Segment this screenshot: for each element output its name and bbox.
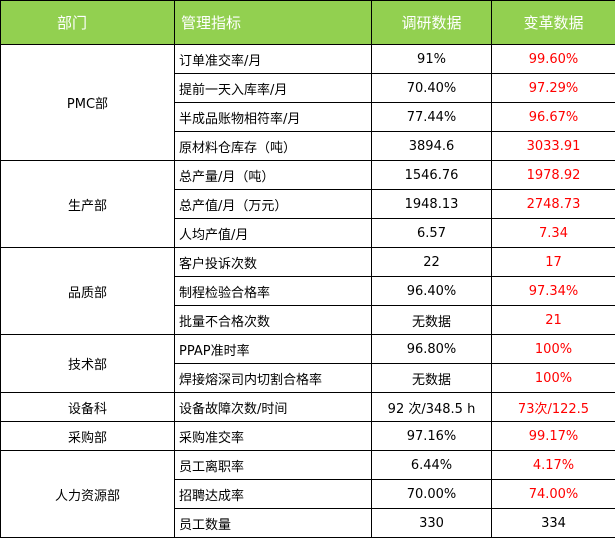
metric-cell: 制程检验合格率 <box>174 276 372 306</box>
table-row: 人力资源部 员工离职率 6.44% 4.17% <box>0 450 615 538</box>
department-cell: 采购部 <box>0 421 175 451</box>
reform-value-cell: 7.34 <box>491 218 615 248</box>
reform-value-cell: 100% <box>491 363 615 393</box>
metric-cell: 员工数量 <box>174 508 372 538</box>
reform-value-cell: 3033.91 <box>491 131 615 161</box>
reform-value-cell: 2748.73 <box>491 189 615 219</box>
survey-value-cell: 97.16% <box>371 421 492 451</box>
reform-value-cell: 334 <box>491 508 615 538</box>
metric-cell: 焊接熔深司内切割合格率 <box>174 363 372 393</box>
survey-value-cell: 77.44% <box>371 102 492 132</box>
table-row: 招聘达成率 70.00% 74.00% <box>1 479 615 509</box>
metric-cell: 总产值/月（万元） <box>174 189 372 219</box>
survey-value-cell: 1546.76 <box>371 160 492 190</box>
survey-value-cell: 无数据 <box>371 305 492 335</box>
reform-value-cell: 4.17% <box>491 450 615 480</box>
reform-value-cell: 74.00% <box>491 479 615 509</box>
metric-cell: 设备故障次数/时间 <box>174 392 372 422</box>
survey-value-cell: 6.57 <box>371 218 492 248</box>
survey-value-cell: 无数据 <box>371 363 492 393</box>
reform-value-cell: 99.60% <box>491 44 615 74</box>
metric-cell: 员工离职率 <box>174 450 372 480</box>
metric-header: 管理指标 <box>174 0 372 45</box>
metric-cell: 原材料仓库存（吨） <box>174 131 372 161</box>
survey-value-cell: 3894.6 <box>371 131 492 161</box>
survey-value-cell: 330 <box>371 508 492 538</box>
survey-data-header: 调研数据 <box>371 0 492 45</box>
department-cell: 设备科 <box>0 392 175 422</box>
table-row: 焊接熔深司内切割合格率 无数据 100% <box>1 363 615 393</box>
survey-value-cell: 92 次/348.5 h <box>371 392 492 422</box>
department-cell: 品质部 <box>0 247 175 335</box>
reform-value-cell: 97.29% <box>491 73 615 103</box>
department-cell: 生产部 <box>0 160 175 248</box>
metric-cell: 提前一天入库率/月 <box>174 73 372 103</box>
table-row: 半成品账物相符率/月 77.44% 96.67% <box>1 102 615 132</box>
table-row: 设备科 设备故障次数/时间 92 次/348.5 h 73次/122.5 <box>0 392 615 422</box>
reform-value-cell: 96.67% <box>491 102 615 132</box>
metric-cell: 客户投诉次数 <box>174 247 372 277</box>
reform-value-cell: 97.34% <box>491 276 615 306</box>
survey-value-cell: 6.44% <box>371 450 492 480</box>
survey-value-cell: 1948.13 <box>371 189 492 219</box>
header-row: 部门 管理指标 调研数据 变革数据 <box>0 0 615 45</box>
reform-value-cell: 100% <box>491 334 615 364</box>
reform-value-cell: 73次/122.5 <box>491 392 615 422</box>
metric-cell: PPAP准时率 <box>174 334 372 364</box>
table-row: PMC部 订单准交率/月 91% 99.60% <box>0 44 615 161</box>
metric-cell: 人均产值/月 <box>174 218 372 248</box>
survey-value-cell: 70.40% <box>371 73 492 103</box>
survey-value-cell: 96.80% <box>371 334 492 364</box>
reform-value-cell: 1978.92 <box>491 160 615 190</box>
survey-value-cell: 96.40% <box>371 276 492 306</box>
metric-cell: 总产量/月（吨） <box>174 160 372 190</box>
table-row: 品质部 客户投诉次数 22 17 <box>0 247 615 335</box>
department-header: 部门 <box>0 0 175 45</box>
reform-data-header: 变革数据 <box>491 0 615 45</box>
table-row: 总产值/月（万元） 1948.13 2748.73 <box>1 189 615 219</box>
survey-value-cell: 22 <box>371 247 492 277</box>
table-row: 人均产值/月 6.57 7.34 <box>1 218 615 248</box>
metric-cell: 采购准交率 <box>174 421 372 451</box>
reform-value-cell: 99.17% <box>491 421 615 451</box>
reform-value-cell: 17 <box>491 247 615 277</box>
table-row: 技术部 PPAP准时率 96.80% 100% <box>0 334 615 393</box>
metric-cell: 订单准交率/月 <box>174 44 372 74</box>
department-cell: 人力资源部 <box>0 450 175 538</box>
table-row: 采购部 采购准交率 97.16% 99.17% <box>0 421 615 451</box>
table-row: 员工数量 330 334 <box>1 508 615 538</box>
table-row: 制程检验合格率 96.40% 97.34% <box>1 276 615 306</box>
department-cell: PMC部 <box>0 44 175 161</box>
reform-value-cell: 21 <box>491 305 615 335</box>
table-row: 原材料仓库存（吨） 3894.6 3033.91 <box>1 131 615 161</box>
metric-cell: 半成品账物相符率/月 <box>174 102 372 132</box>
metric-cell: 招聘达成率 <box>174 479 372 509</box>
table-row: 生产部 总产量/月（吨） 1546.76 1978.92 <box>0 160 615 248</box>
metric-cell: 批量不合格次数 <box>174 305 372 335</box>
table-row: 批量不合格次数 无数据 21 <box>1 305 615 335</box>
department-cell: 技术部 <box>0 334 175 393</box>
survey-value-cell: 91% <box>371 44 492 74</box>
survey-value-cell: 70.00% <box>371 479 492 509</box>
